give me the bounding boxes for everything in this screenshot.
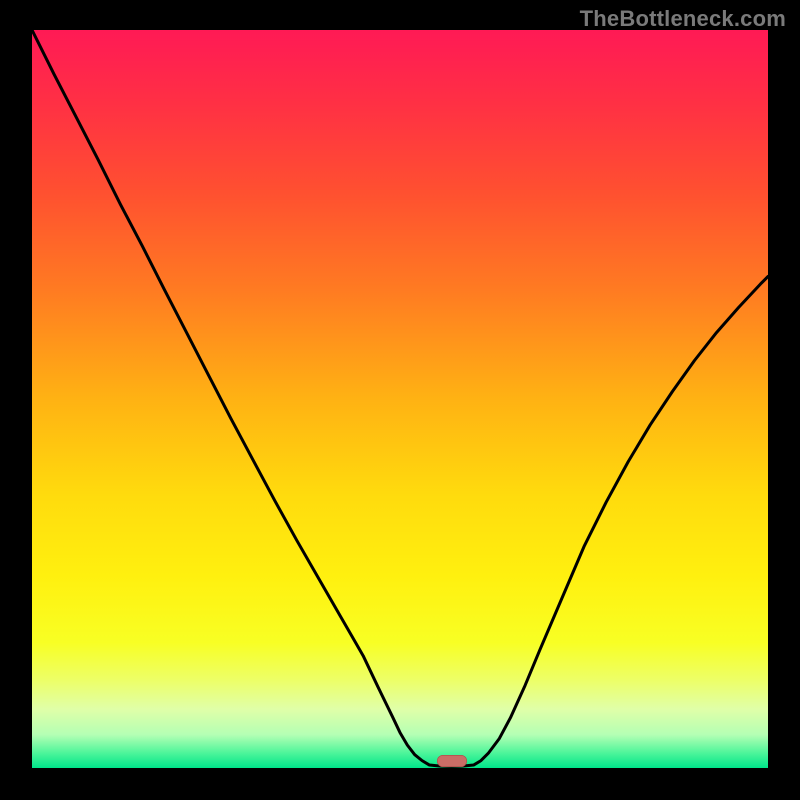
chart-frame: TheBottleneck.com bbox=[0, 0, 800, 800]
gradient-background bbox=[32, 30, 768, 768]
plot-area bbox=[32, 30, 768, 768]
watermark-text: TheBottleneck.com bbox=[580, 6, 786, 32]
bottleneck-marker bbox=[437, 755, 467, 767]
